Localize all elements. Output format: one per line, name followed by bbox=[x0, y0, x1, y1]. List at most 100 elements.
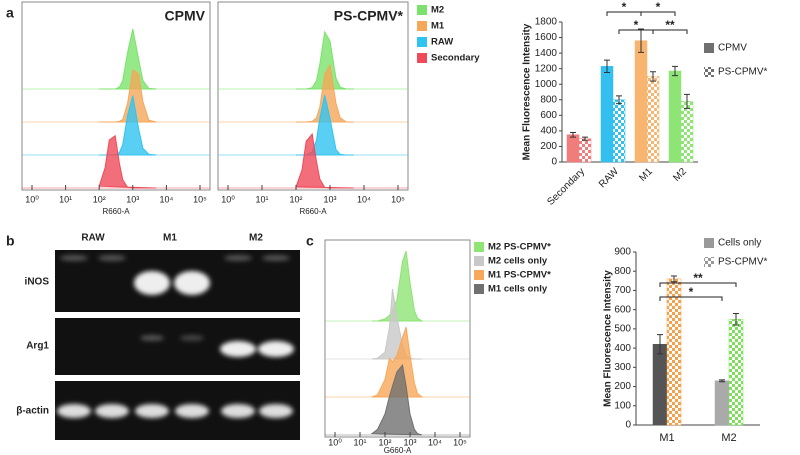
error-bar bbox=[672, 65, 678, 77]
legend-swatch bbox=[474, 270, 484, 280]
x-tick-label: 10⁵ bbox=[391, 194, 405, 204]
significance-bracket bbox=[640, 11, 676, 16]
x-tick-label: 10⁰ bbox=[221, 194, 235, 204]
x-tick-label: 10⁵ bbox=[453, 437, 467, 447]
histogram bbox=[296, 30, 354, 90]
bar bbox=[600, 66, 614, 163]
legend-swatch bbox=[704, 257, 714, 267]
legend-swatch bbox=[704, 67, 714, 77]
x-tick-label: 10³ bbox=[403, 437, 416, 447]
lane-label: M1 bbox=[163, 233, 177, 244]
x-tick-label: 10¹ bbox=[59, 194, 72, 204]
legend-swatch bbox=[474, 284, 484, 294]
legend-label: PS-CPMV* bbox=[718, 67, 768, 78]
legend-label: CPMV bbox=[718, 43, 747, 54]
significance-bracket bbox=[652, 29, 688, 34]
error-bar bbox=[604, 59, 610, 74]
error-bar bbox=[582, 136, 588, 141]
y-tick-label: 400 bbox=[614, 343, 631, 354]
significance-label: * bbox=[622, 0, 627, 14]
x-axis-label: G660-A bbox=[384, 446, 412, 455]
significance-bracket bbox=[659, 282, 737, 287]
bar bbox=[566, 134, 580, 163]
histogram bbox=[99, 68, 157, 123]
panel-letter: b bbox=[6, 233, 15, 249]
y-tick-label: 900 bbox=[614, 247, 631, 258]
plot-title: PS-CPMV* bbox=[334, 8, 404, 24]
bar bbox=[578, 138, 592, 163]
y-tick-label: 600 bbox=[614, 304, 631, 315]
legend-label: M1 cells only bbox=[488, 284, 548, 295]
x-axis-label: R660-A bbox=[299, 207, 327, 216]
legend-label: RAW bbox=[431, 37, 453, 48]
y-tick-label: 500 bbox=[614, 324, 631, 335]
plot-frame bbox=[21, 1, 211, 191]
bar bbox=[680, 101, 694, 163]
legend-label: M1 bbox=[431, 21, 445, 32]
y-tick-label: 1800 bbox=[535, 17, 558, 28]
y-tick-label: 800 bbox=[614, 266, 631, 277]
bar bbox=[668, 70, 682, 163]
y-tick-label: 1400 bbox=[535, 48, 558, 59]
row-label: Arg1 bbox=[26, 341, 49, 352]
x-tick-label: 10³ bbox=[323, 194, 336, 204]
x-tick-label: 10⁰ bbox=[328, 437, 342, 447]
lane-label: RAW bbox=[81, 233, 105, 244]
histogram bbox=[370, 363, 423, 436]
legend-swatch bbox=[704, 238, 714, 248]
row-label: β-actin bbox=[16, 406, 49, 417]
legend-swatch bbox=[474, 256, 484, 266]
legend-swatch bbox=[704, 43, 714, 53]
error-bar bbox=[638, 28, 644, 53]
histogram bbox=[98, 134, 157, 189]
bar bbox=[714, 380, 730, 426]
legend-swatch bbox=[417, 5, 427, 15]
y-tick-label: 0 bbox=[625, 420, 631, 431]
x-axis-label: R660-A bbox=[102, 207, 130, 216]
legend-swatch bbox=[474, 242, 484, 252]
legend-swatch bbox=[417, 53, 427, 63]
y-axis-label: Mean Fluorescence Intensity bbox=[522, 23, 533, 160]
y-tick-label: 700 bbox=[614, 285, 631, 296]
panel-letter: a bbox=[6, 5, 14, 21]
plot-frame bbox=[324, 239, 471, 438]
legend-label: Secondary bbox=[431, 53, 480, 64]
x-tick-label: 10² bbox=[93, 194, 106, 204]
y-tick-label: 600 bbox=[540, 110, 557, 121]
x-tick-label: M1 bbox=[659, 432, 674, 444]
bar bbox=[666, 278, 682, 426]
x-tick-label: M2 bbox=[721, 432, 736, 444]
bands bbox=[57, 255, 294, 418]
plot-title: CPMV bbox=[165, 8, 206, 24]
error-bar bbox=[570, 131, 576, 138]
x-tick-label: 10² bbox=[289, 194, 302, 204]
x-tick-label: Secondary bbox=[545, 166, 587, 208]
bar bbox=[728, 319, 744, 426]
legend-label: M2 cells only bbox=[488, 256, 548, 267]
x-tick-label: 10⁴ bbox=[428, 437, 442, 447]
y-tick-label: 0 bbox=[551, 157, 557, 168]
y-tick-label: 800 bbox=[540, 94, 557, 105]
histogram bbox=[295, 132, 354, 189]
significance-label: * bbox=[656, 0, 661, 14]
legend-swatch bbox=[417, 37, 427, 47]
error-bar bbox=[684, 93, 690, 109]
error-bar bbox=[616, 95, 622, 105]
gel: RAW M1 M2 iNOS Arg1 β-actin bbox=[16, 233, 300, 440]
y-tick-label: 100 bbox=[614, 400, 631, 411]
legend-label: M2 PS-CPMV* bbox=[488, 242, 551, 253]
histogram bbox=[296, 94, 354, 156]
legend-label: Cells only bbox=[718, 238, 761, 249]
error-bar bbox=[657, 334, 663, 355]
histogram bbox=[296, 63, 354, 123]
y-tick-label: 400 bbox=[540, 126, 557, 137]
significance-bracket bbox=[659, 296, 723, 301]
significance-label: ** bbox=[693, 271, 703, 285]
x-tick-label: 10⁴ bbox=[357, 194, 371, 204]
error-bar bbox=[733, 313, 739, 326]
x-tick-label: 10⁵ bbox=[193, 194, 207, 204]
panel-letter: c bbox=[306, 233, 314, 249]
significance-label: ** bbox=[665, 18, 675, 32]
legend-label: M2 bbox=[431, 5, 444, 16]
bar bbox=[646, 76, 660, 163]
